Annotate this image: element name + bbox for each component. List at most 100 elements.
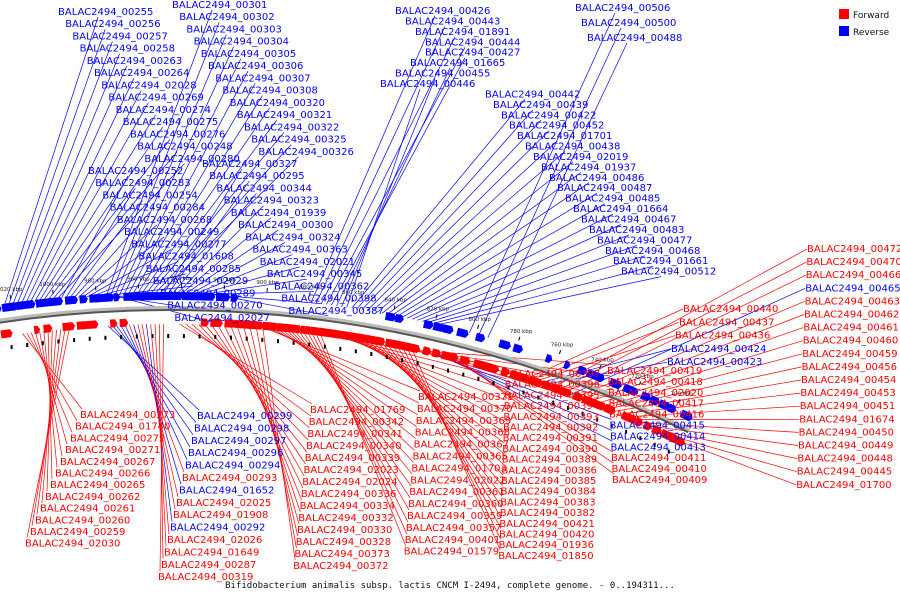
gene-label: BALAC2494_00258 xyxy=(80,44,175,55)
gene-connector xyxy=(26,328,70,538)
gene-label: BALAC2494_00262 xyxy=(45,492,140,503)
gene-connector xyxy=(95,273,186,297)
gene-label: BALAC2494_00442 xyxy=(485,89,580,100)
gene-connector xyxy=(356,109,534,310)
gene-label: BALAC2494_00446 xyxy=(380,79,475,90)
gene-connector xyxy=(3,16,99,306)
reverse-gene-feature xyxy=(563,360,571,370)
gene-connector xyxy=(427,255,646,323)
gene-label: BALAC2494_00459 xyxy=(802,349,897,360)
gene-label: BALAC2494_00443 xyxy=(405,16,500,27)
gene-connector xyxy=(78,224,158,298)
gene-label: BALAC2494_00285 xyxy=(146,264,241,275)
gene-connector xyxy=(539,361,668,386)
gene-connector xyxy=(255,327,297,549)
gene-connector xyxy=(105,9,213,296)
gene-label: BALAC2494_02026 xyxy=(167,535,262,546)
gene-connector xyxy=(319,333,407,546)
reverse-gene-feature xyxy=(230,293,239,302)
site-marker xyxy=(566,406,569,411)
site-marker xyxy=(639,436,642,441)
gene-label: BALAC2494_00462 xyxy=(804,310,899,321)
gene-label: BALAC2494_01661 xyxy=(613,256,708,267)
gene-connector xyxy=(176,205,264,295)
gene-label: BALAC2494_00383 xyxy=(500,497,595,508)
tick-mark xyxy=(9,294,12,299)
tick-label: 860 kbp xyxy=(342,290,365,296)
site-marker xyxy=(462,372,465,377)
gene-features xyxy=(0,292,693,454)
reverse-gene-feature xyxy=(11,302,18,311)
gene-label: BALAC2494_00401 xyxy=(405,535,500,546)
gene-label: BALAC2494_00394 xyxy=(504,401,599,412)
gene-connector xyxy=(285,329,415,451)
gene-label: BALAC2494_00422 xyxy=(501,110,596,121)
gene-connector xyxy=(136,95,263,295)
reverse-gene-feature xyxy=(474,332,486,343)
gene-label: BALAC2494_00304 xyxy=(194,37,289,48)
gene-connector xyxy=(371,140,558,312)
gene-label: BALAC2494_02020 xyxy=(608,388,703,399)
reverse-gene-feature xyxy=(220,293,231,302)
site-marker xyxy=(370,352,373,356)
gene-label: BALAC2494_00284 xyxy=(110,203,205,214)
tick-label: 980 kbp xyxy=(84,278,107,284)
gene-label: BALAC2494_00360 xyxy=(408,499,503,510)
gene-connector xyxy=(124,324,188,460)
forward-gene-feature xyxy=(43,324,53,333)
site-marker xyxy=(308,342,311,347)
gene-label: BALAC2494_00357 xyxy=(406,523,501,534)
site-marker xyxy=(10,345,13,350)
site-marker xyxy=(292,340,295,345)
gene-label: BALAC2494_01703 xyxy=(411,463,506,474)
gene-label: BALAC2494_00382 xyxy=(500,508,595,519)
gene-label: BALAC2494_00294 xyxy=(185,461,280,472)
gene-connector xyxy=(91,261,179,297)
gene-connector xyxy=(294,330,413,475)
gene-connector xyxy=(145,119,278,295)
site-marker xyxy=(230,335,232,340)
forward-gene-feature xyxy=(642,420,652,431)
forward-gene-feature xyxy=(581,394,594,406)
gene-connector xyxy=(41,329,57,503)
gene-connector xyxy=(422,245,638,322)
gene-label: BALAC2494_00365 xyxy=(413,452,508,463)
gene-connector xyxy=(478,27,622,336)
gene-label: BALAC2494_00249 xyxy=(124,227,219,238)
site-marker xyxy=(26,343,29,347)
gene-label: BALAC2494_00299 xyxy=(197,411,292,422)
gene-label: BALAC2494_00362 xyxy=(274,281,369,292)
gene-label: BALAC2494_00373 xyxy=(294,549,389,560)
gene-label: BALAC2494_01608 xyxy=(138,252,233,263)
gene-connector xyxy=(30,332,73,433)
site-marker xyxy=(120,335,123,340)
reverse-gene-feature xyxy=(503,340,511,350)
gene-connector xyxy=(185,229,279,295)
gene-label: BALAC2494_02023 xyxy=(304,465,399,476)
gene-connector xyxy=(368,341,505,454)
gene-label: BALAC2494_00339 xyxy=(305,453,400,464)
gene-label: BALAC2494_00409 xyxy=(612,475,707,486)
forward-gene-feature xyxy=(607,405,616,415)
gene-label: BALAC2494_02024 xyxy=(302,477,397,488)
gene-connector xyxy=(39,331,63,456)
forward-gene-feature xyxy=(445,351,459,363)
gene-connector xyxy=(43,126,164,301)
tick-label: 1000 kbp xyxy=(39,282,65,288)
forward-gene-feature xyxy=(572,391,583,402)
reverse-gene-feature xyxy=(25,300,36,309)
gene-label: BALAC2494_00342 xyxy=(309,417,404,428)
gene-connector xyxy=(550,248,808,390)
forward-gene-feature xyxy=(422,346,432,356)
gene-connector xyxy=(202,278,307,295)
tick-label: 880 kbp xyxy=(299,284,322,290)
gene-connector xyxy=(149,132,285,295)
forward-gene-feature xyxy=(62,322,76,331)
gene-label: BALAC2494_00424 xyxy=(671,344,766,355)
site-marker xyxy=(73,338,76,343)
gene-label: BALAC2494_00280 xyxy=(144,154,239,165)
gene-label: BALAC2494_00415 xyxy=(610,421,705,432)
forward-gene-feature xyxy=(271,322,279,331)
forward-gene-feature xyxy=(500,367,510,377)
